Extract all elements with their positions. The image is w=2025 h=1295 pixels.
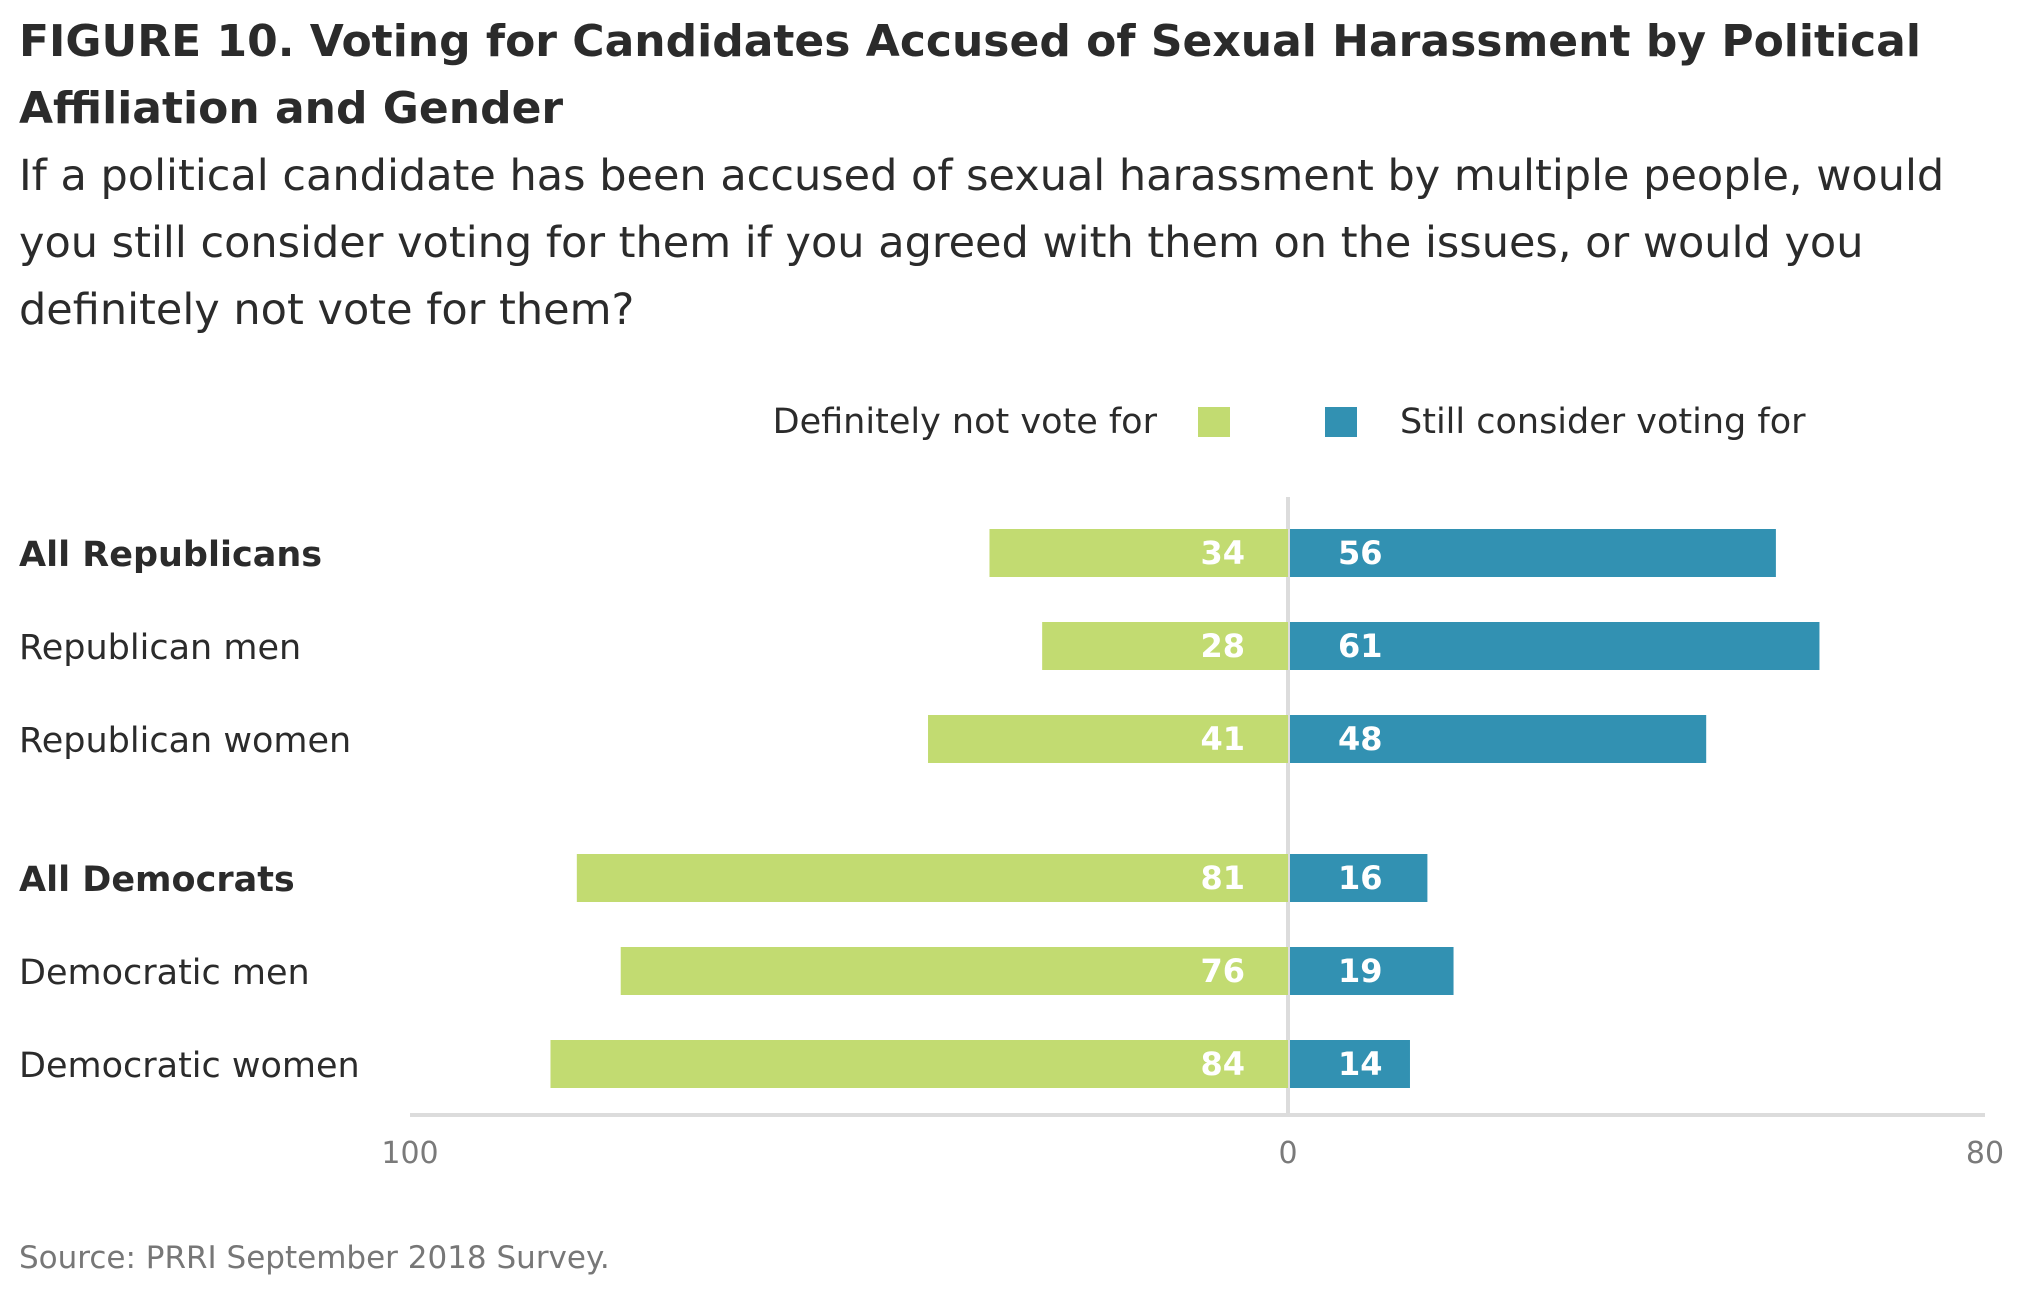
data-label-still-consider-voting-for-democratic-men: 19 [1338, 952, 1383, 990]
bar-definitely-not-vote-for-democratic-women [550, 1040, 1288, 1088]
legend-label-still-consider-voting-for: Still consider voting for [1400, 402, 1806, 442]
data-label-still-consider-voting-for-democratic-women: 14 [1338, 1045, 1383, 1083]
bar-definitely-not-vote-for-all-republicans [989, 529, 1288, 577]
bar-definitely-not-vote-for-all-democrats [576, 854, 1288, 902]
category-label-republican-men: Republican men [19, 628, 301, 668]
category-labels: All Republicans Republican men Republican … [19, 535, 360, 1086]
category-label-all-republicans: All Republicans [19, 535, 322, 575]
legend: Definitely not vote for Still consider vo… [773, 402, 1806, 442]
bar-still-consider-voting-for-democratic-men [1290, 947, 1454, 995]
chart-axis: 100 0 80 [381, 497, 2004, 1171]
category-label-all-democrats: All Democrats [19, 860, 295, 900]
data-label-definitely-not-vote-for-democratic-men: 76 [1200, 952, 1245, 990]
tick-label-80: 80 [1966, 1136, 2004, 1171]
diverging-bar-chart: Definitely not vote for Still consider vo… [19, 402, 2004, 1171]
bar-definitely-not-vote-for-democratic-men [620, 947, 1288, 995]
data-label-still-consider-voting-for-republican-men: 61 [1338, 627, 1383, 665]
bar-definitely-not-vote-for-republican-men [1042, 622, 1288, 670]
tick-label-0: 0 [1278, 1136, 1297, 1171]
data-label-still-consider-voting-for-all-republicans: 56 [1338, 534, 1383, 572]
legend-label-definitely-not-vote-for: Definitely not vote for [773, 402, 1158, 442]
data-label-still-consider-voting-for-all-democrats: 16 [1338, 859, 1383, 897]
tick-label-100: 100 [381, 1136, 438, 1171]
category-label-republican-women: Republican women [19, 721, 351, 761]
data-label-definitely-not-vote-for-democratic-women: 84 [1200, 1045, 1245, 1083]
legend-swatch-definitely-not-vote-for [1198, 407, 1230, 437]
bar-still-consider-voting-for-republican-men [1290, 622, 1820, 670]
source-note: Source: PRRI September 2018 Survey. [19, 1240, 610, 1276]
category-label-democratic-men: Democratic men [19, 953, 310, 993]
bars-group: 34 56 28 61 41 48 81 16 76 19 84 14 [550, 529, 1820, 1088]
category-label-democratic-women: Democratic women [19, 1046, 360, 1086]
data-label-definitely-not-vote-for-all-republicans: 34 [1200, 534, 1245, 572]
bar-still-consider-voting-for-all-republicans [1290, 529, 1776, 577]
chart-subtitle: If a political candidate has been accuse… [19, 151, 1945, 335]
data-label-definitely-not-vote-for-republican-men: 28 [1200, 627, 1245, 665]
bar-definitely-not-vote-for-republican-women [928, 715, 1288, 763]
data-label-still-consider-voting-for-republican-women: 48 [1338, 720, 1383, 758]
legend-swatch-still-consider-voting-for [1325, 407, 1357, 437]
bar-still-consider-voting-for-republican-women [1290, 715, 1707, 763]
chart-title: FIGURE 10. Voting for Candidates Accused… [19, 16, 1921, 134]
data-label-definitely-not-vote-for-republican-women: 41 [1200, 720, 1245, 758]
bar-still-consider-voting-for-democratic-women [1290, 1040, 1410, 1088]
bar-still-consider-voting-for-all-democrats [1290, 854, 1428, 902]
data-label-definitely-not-vote-for-all-democrats: 81 [1200, 859, 1245, 897]
